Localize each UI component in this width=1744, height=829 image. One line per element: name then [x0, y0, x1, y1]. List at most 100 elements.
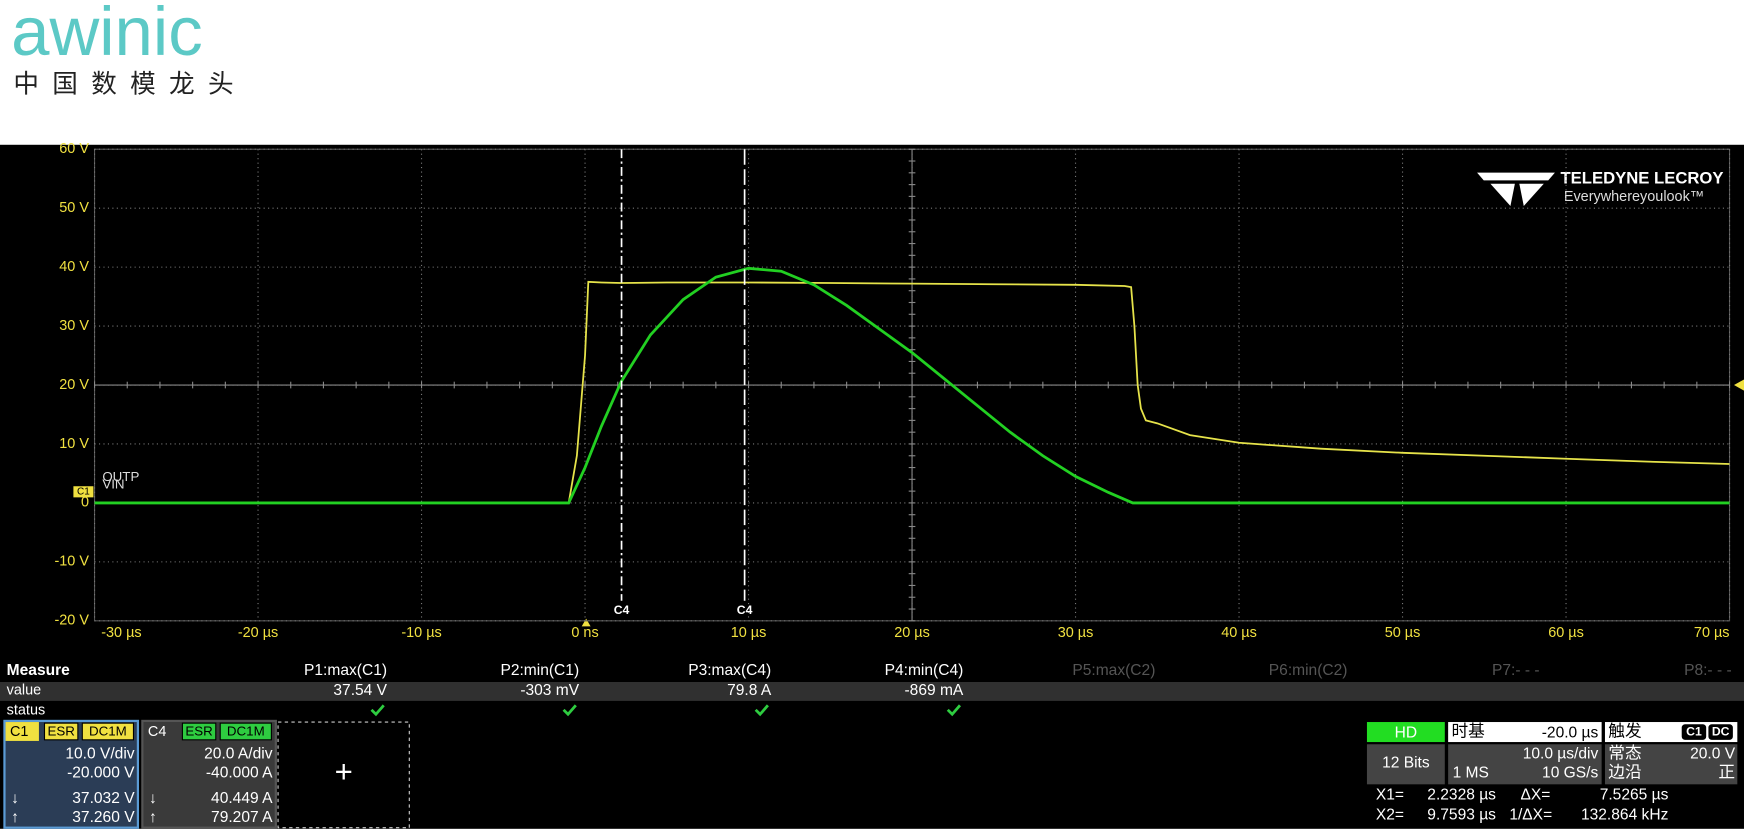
logo-tagline: 中国数模龙头 [13, 70, 247, 99]
param-name: P3:max(C4) [688, 662, 771, 679]
logo-brand: awinic [11, 0, 203, 70]
status-check [754, 704, 769, 717]
timebase-rate: 10 GS/s [1542, 764, 1598, 781]
readout-marker: ↓ [149, 790, 157, 807]
readout-value: 79.207 A [211, 809, 273, 826]
x-tick-label: -20 µs [238, 625, 278, 641]
trace-label: VIN [102, 477, 124, 492]
readout-marker: ↑ [11, 809, 19, 826]
timebase-delay: -20.0 µs [1542, 724, 1599, 741]
scope-background [0, 144, 1744, 829]
trigger-time-marker [581, 618, 591, 627]
timebase-memory: 1 MS [1453, 764, 1489, 781]
y-tick-label: 40 V [59, 259, 89, 275]
status-check [562, 704, 577, 717]
readout-value: 40.449 A [211, 790, 273, 807]
status-check [946, 704, 962, 717]
channel-marker-bg [73, 486, 94, 498]
trigger-level: 20.0 V [1690, 745, 1736, 762]
cursor-readout: 9.7593 µs [1427, 807, 1496, 824]
trigger-slope: 正 [1718, 763, 1735, 782]
status-check [370, 704, 385, 717]
cursor-label: C4 [614, 603, 630, 617]
param-value: -303 mV [520, 682, 579, 699]
cursor-readout: 7.5265 µs [1600, 787, 1669, 804]
channel-id: C4 [148, 724, 166, 740]
trigger-label: 触发 [1608, 721, 1642, 740]
readout-value: 37.260 V [72, 809, 135, 826]
param-value: 37.54 V [333, 682, 387, 699]
trace-label: OUTP [102, 469, 139, 484]
trace [94, 280, 1730, 504]
y-tick-label: -20 V [54, 613, 89, 629]
x-tick-label: 20 µs [894, 625, 930, 641]
x-tick-label: 10 µs [731, 625, 767, 641]
cursor-readout: X1= [1376, 787, 1404, 804]
param-name-inactive: P7:- - - [1492, 662, 1540, 679]
y-tick-label: 50 V [59, 200, 89, 216]
hd-badge-bg [1366, 722, 1445, 743]
channel-tag: ESR [47, 724, 74, 739]
channel-scale: 10.0 V/div [65, 745, 134, 762]
cursor-readout: 1/ΔX= [1509, 807, 1552, 824]
trigger-badge-bg [1708, 724, 1733, 740]
bits-bg [1366, 744, 1445, 785]
cursor-label: C4 [737, 603, 753, 617]
readout-marker: ↓ [11, 790, 19, 807]
channel-tag: DC1M [89, 724, 127, 739]
channel-tag-bg [81, 722, 135, 741]
trigger-body [1604, 744, 1738, 785]
readout-value: 37.032 V [72, 790, 135, 807]
trigger-badge: C1 [1686, 724, 1702, 738]
x-tick-label: 60 µs [1548, 625, 1584, 641]
channel-tag: DC1M [227, 724, 265, 739]
x-tick-label: -30 µs [101, 625, 141, 641]
param-name: P4:min(C4) [885, 662, 964, 679]
channel-scale: 20.0 A/div [204, 745, 273, 762]
y-tick-label: 20 V [59, 377, 89, 393]
timebase-body [1448, 744, 1602, 785]
trigger-mode: 常态 [1608, 744, 1641, 763]
y-tick-label: 10 V [59, 436, 89, 452]
cursor-readout: ΔX= [1520, 787, 1550, 804]
channel-offset: -20.000 V [67, 764, 135, 781]
timebase-scale: 10.0 µs/div [1523, 745, 1599, 762]
param-name: P2:min(C1) [500, 662, 579, 679]
row-label: value [7, 683, 42, 699]
x-tick-label: 30 µs [1058, 625, 1094, 641]
readout-marker: ↑ [149, 809, 157, 826]
channel-tag-bg [43, 722, 79, 741]
trigger-level-marker [1733, 379, 1744, 391]
y-tick-label: -10 V [54, 554, 89, 570]
vendor-icon [1477, 172, 1555, 206]
timebase-label: 时基 [1451, 721, 1485, 740]
cursor-readout: X2= [1376, 807, 1404, 824]
x-tick-label: 70 µs [1694, 625, 1730, 641]
bits: 12 Bits [1382, 754, 1430, 771]
trigger-badge: DC [1712, 724, 1730, 738]
channel-tag: ESR [185, 724, 212, 739]
y-tick-label: 30 V [59, 318, 89, 334]
channel-tag-bg [181, 722, 217, 741]
add-channel[interactable] [277, 721, 410, 829]
param-name-inactive: P5:max(C2) [1072, 662, 1155, 679]
param-name-inactive: P8:- - - [1684, 662, 1732, 679]
hd-badge: HD [1395, 724, 1417, 741]
x-tick-label: 40 µs [1221, 625, 1257, 641]
value-row [0, 681, 1744, 701]
y-tick-label: 0 [81, 495, 89, 511]
vendor-slogan: Everywhereyoulook™ [1564, 189, 1704, 205]
x-tick-label: 0 ns [571, 625, 598, 641]
param-value: -869 mA [904, 682, 963, 699]
y-tick-label: 60 V [59, 141, 89, 157]
cursor-readout: 132.864 kHz [1581, 807, 1668, 824]
x-tick-label: 50 µs [1385, 625, 1421, 641]
trigger-badge-bg [1681, 724, 1707, 740]
add-icon[interactable]: + [335, 755, 353, 790]
trigger-type: 边沿 [1608, 763, 1641, 782]
channel-tag-bg [219, 722, 272, 741]
row-label: status [7, 703, 46, 719]
cursor-readout: 2.2328 µs [1427, 787, 1496, 804]
